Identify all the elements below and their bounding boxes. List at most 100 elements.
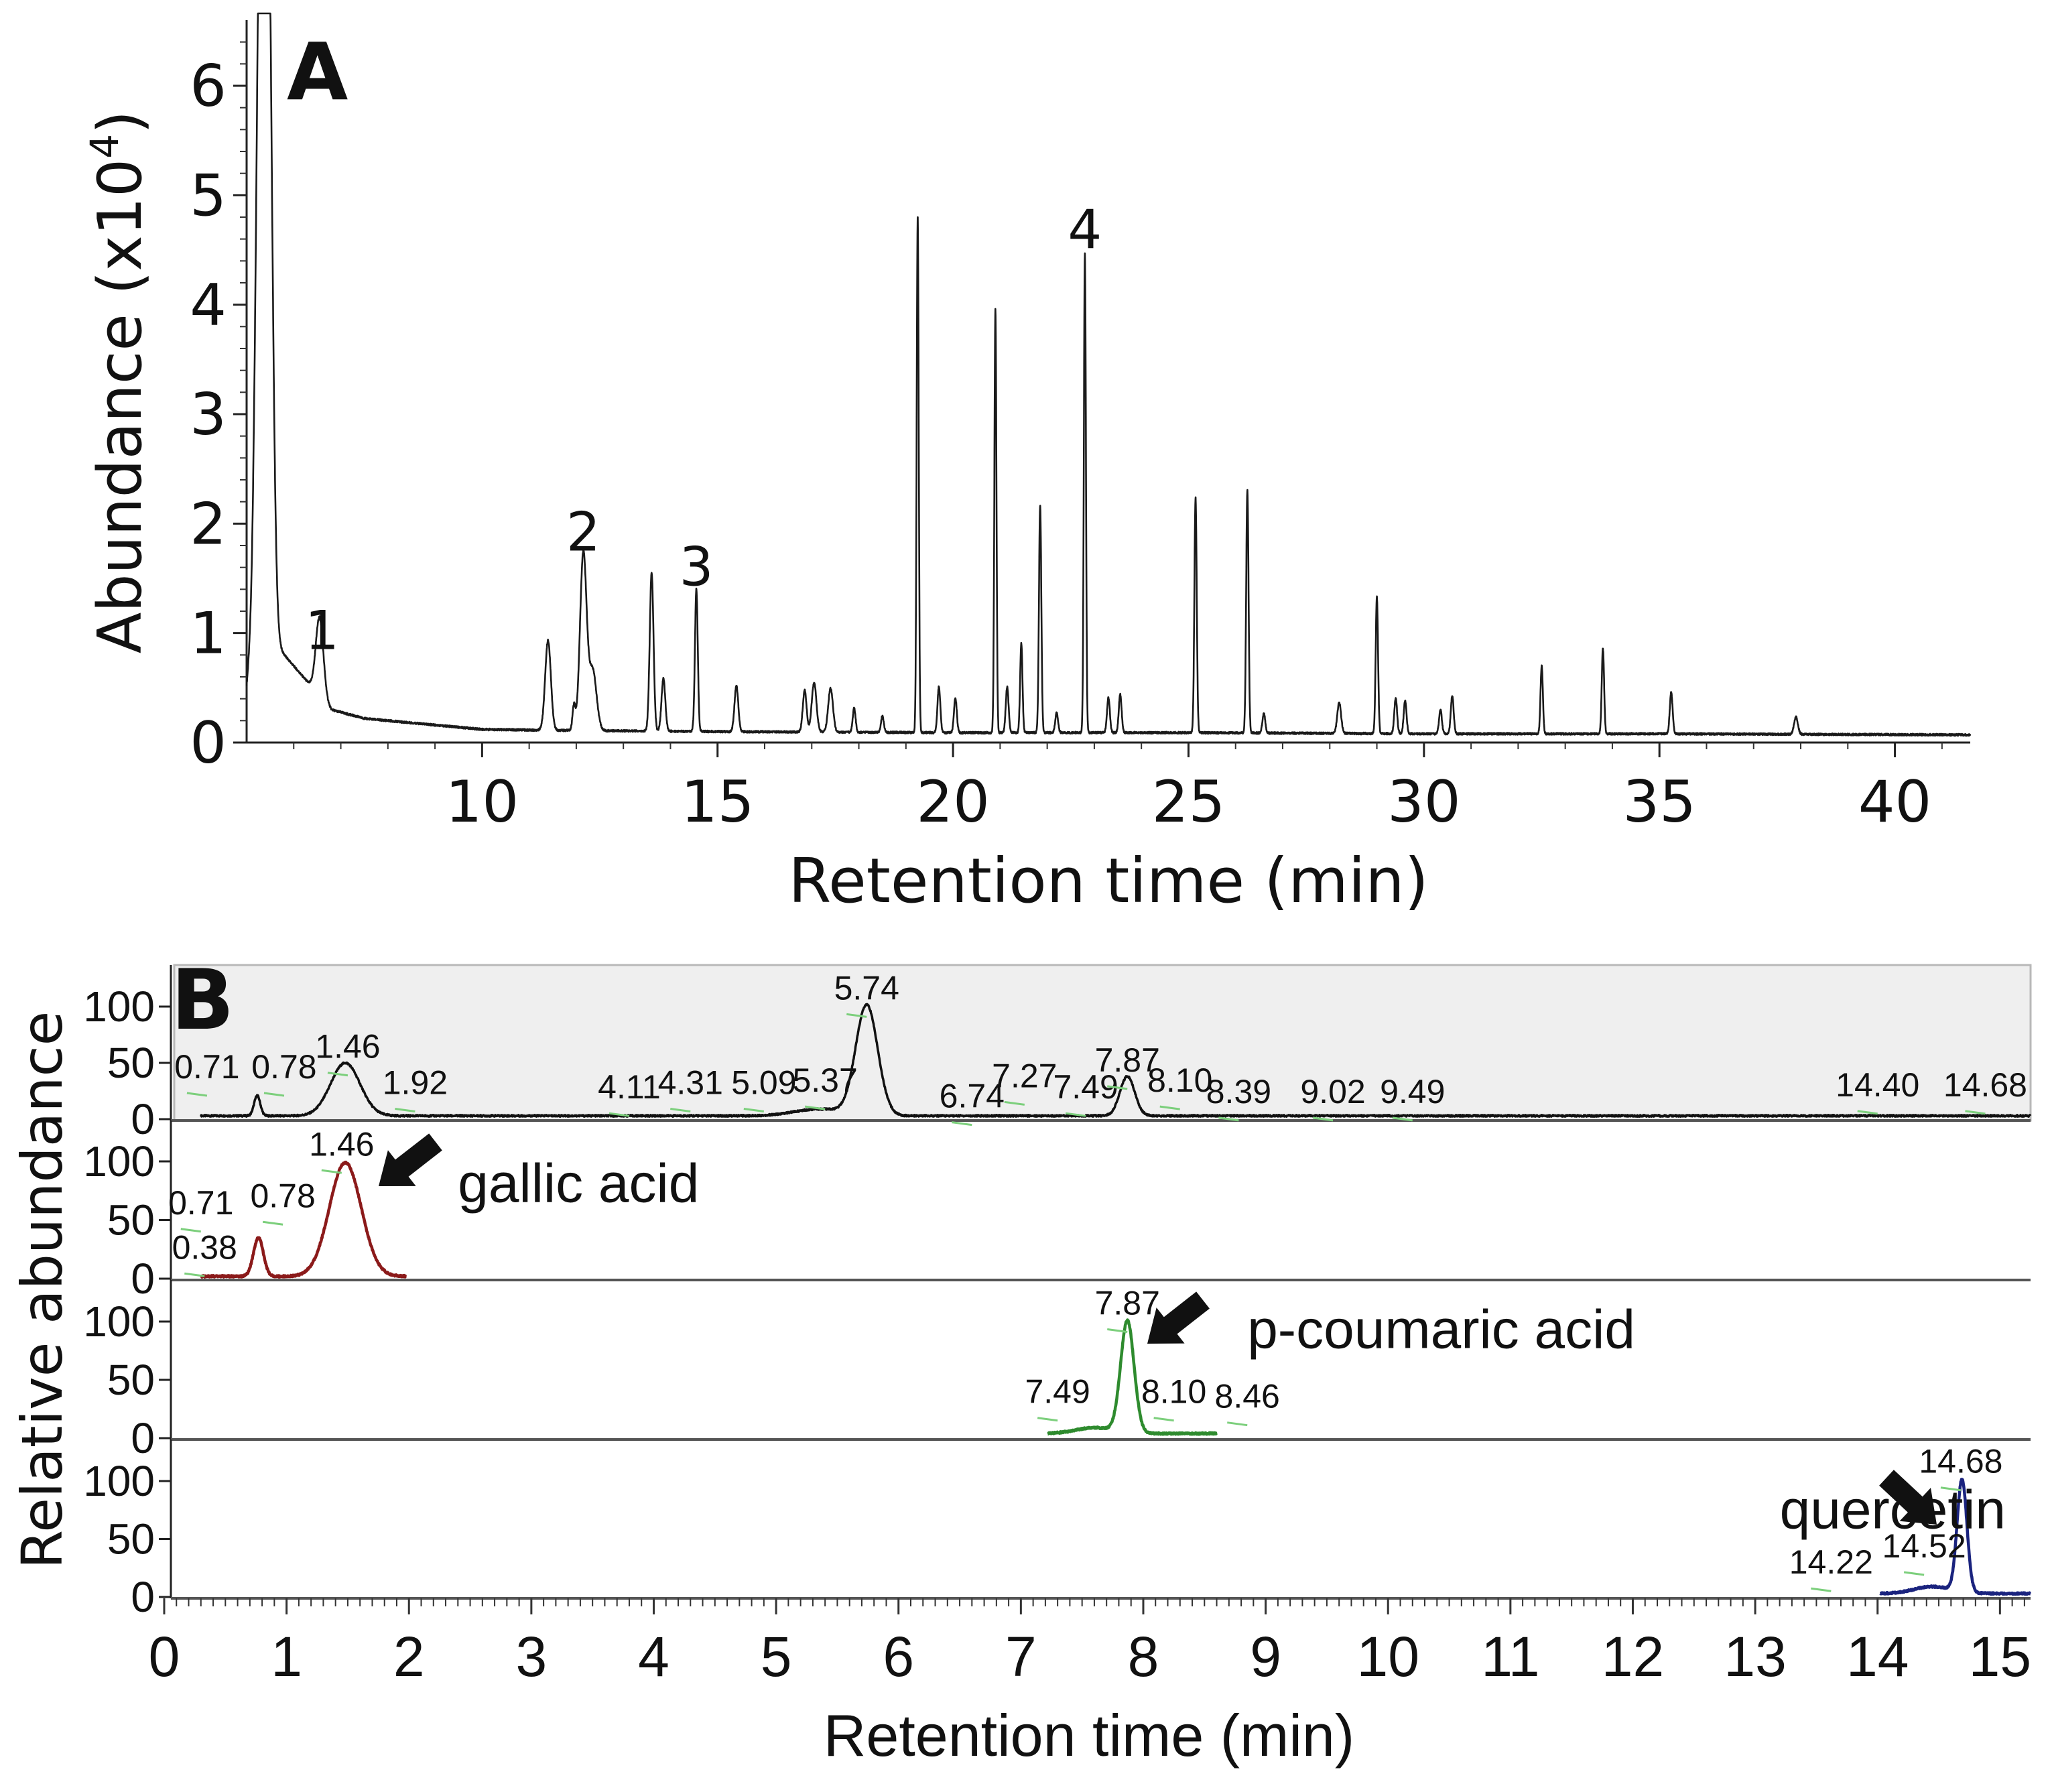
integration-marker [846,1013,867,1018]
x-tick-label: 9 [1250,1625,1281,1688]
row-y-tick-label: 100 [83,1457,155,1505]
integration-marker [1107,1328,1128,1333]
x-tick-label: 5 [761,1625,792,1688]
row-y-tick-label: 50 [107,1196,155,1244]
x-tick-label: 14 [1846,1625,1909,1688]
y-axis-title-close: ) [85,111,155,134]
integration-marker [1392,1116,1413,1122]
integration-marker [743,1107,765,1112]
x-tick-label: 4 [638,1625,669,1688]
integration-marker [395,1107,415,1112]
integration-marker [1312,1116,1334,1122]
peak-time-label: 14.68 [1943,1066,2027,1104]
panel-b-y-axis-title: Relative abundance [9,1011,75,1570]
y-tick-label: 6 [190,53,227,120]
p-coumaric-acid-arrow-icon [1147,1291,1210,1344]
x-tick-label: 15 [681,769,754,836]
y-tick-label: 5 [190,162,227,229]
row-y-tick-label: 0 [131,1255,155,1303]
quercetin-arrow-icon [1879,1470,1937,1525]
panel-b-label: B [171,952,235,1049]
row-y-tick-label: 0 [131,1095,155,1143]
peak-time-label: 1.92 [383,1064,448,1101]
x-tick-label: 13 [1724,1625,1786,1688]
peak-time-label: 14.52 [1882,1527,1966,1565]
row-y-tick-label: 100 [83,1297,155,1346]
peak-time-label: 7.49 [1025,1373,1090,1411]
y-tick-label: 1 [190,600,227,667]
peak-time-label: 8.39 [1206,1073,1271,1110]
x-tick-label: 10 [1357,1625,1419,1688]
integration-marker [327,1072,348,1077]
integration-marker [1227,1421,1248,1427]
peak-time-label: 6.74 [940,1078,1005,1115]
integration-marker [1857,1110,1878,1115]
peak-number-label: 1 [305,599,339,661]
peak-time-label: 8.46 [1215,1378,1280,1415]
integration-marker [180,1228,201,1233]
peak-time-label: 8.10 [1141,1373,1206,1411]
integration-marker [1218,1116,1239,1122]
integration-marker [263,1092,285,1097]
x-tick-label: 10 [446,769,519,836]
x-tick-label: 30 [1387,769,1460,836]
integration-marker [1965,1110,1986,1115]
y-axis-title-exponent: 4 [82,134,127,159]
panel-a-x-axis-title: Retention time (min) [788,845,1428,917]
peak-time-label: 0.71 [174,1048,239,1086]
integration-marker [1107,1085,1128,1090]
trace-gallic-acid [200,1160,408,1279]
panel-a: 10 15 20 25 30 35 40 0 1 2 3 4 5 6 1 2 3 4 A Retention time… [82,12,1972,917]
x-tick-label: 12 [1602,1625,1664,1688]
row-y-tick-label: 50 [107,1515,155,1563]
peak-time-label: 14.22 [1789,1543,1873,1581]
x-tick-label: 6 [883,1625,914,1688]
peak-time-label: 4.31 [658,1064,723,1101]
peak-time-label: 1.46 [315,1028,380,1066]
peak-time-label: 0.38 [172,1228,237,1266]
x-tick-label: 2 [393,1625,425,1688]
x-tick-label: 35 [1622,769,1695,836]
peak-number-label: 4 [1068,199,1102,261]
integration-marker [262,1220,283,1226]
peak-number-label: 3 [680,536,714,598]
integration-marker [1159,1105,1180,1110]
x-tick-label: 3 [516,1625,548,1688]
integration-marker [608,1112,630,1117]
y-tick-label: 4 [190,272,227,339]
peak-time-label: 1.46 [309,1125,374,1163]
integration-marker [1811,1587,1832,1592]
peak-time-label: 7.87 [1095,1284,1160,1322]
x-tick-label: 11 [1481,1625,1539,1688]
integration-marker [1004,1100,1025,1106]
integration-marker [670,1107,691,1112]
tic-trace [245,12,1972,737]
integration-marker [321,1169,342,1174]
panel-a-label: A [287,25,348,118]
peak-time-label: 9.02 [1300,1073,1365,1110]
y-tick-label: 0 [190,710,227,777]
trace-quercetin [1878,1478,2032,1596]
integration-marker [1065,1112,1086,1117]
row-y-tick-label: 0 [131,1573,155,1621]
peak-time-label: 0.78 [251,1048,316,1086]
row-y-tick-label: 50 [107,1039,155,1087]
x-tick-label: 40 [1858,769,1931,836]
row-y-tick-label: 100 [83,982,155,1031]
peak-time-label: 0.78 [250,1177,315,1214]
panel-a-y-axis-title: Abundance (x104) [82,111,155,654]
peak-time-label: 7.27 [992,1057,1057,1094]
peak-time-label: 5.09 [731,1064,796,1101]
x-tick-label: 15 [1969,1625,2031,1688]
integration-marker [1903,1571,1925,1576]
compound-label: p-coumaric acid [1247,1299,1635,1360]
x-tick-label: 25 [1152,769,1225,836]
y-tick-label: 3 [190,381,227,448]
peak-time-label: 5.74 [834,969,899,1007]
row-y-tick-label: 50 [107,1356,155,1404]
peak-time-label: 14.68 [1919,1443,2002,1480]
y-tick-label: 2 [190,491,227,558]
integration-marker [1037,1417,1058,1422]
